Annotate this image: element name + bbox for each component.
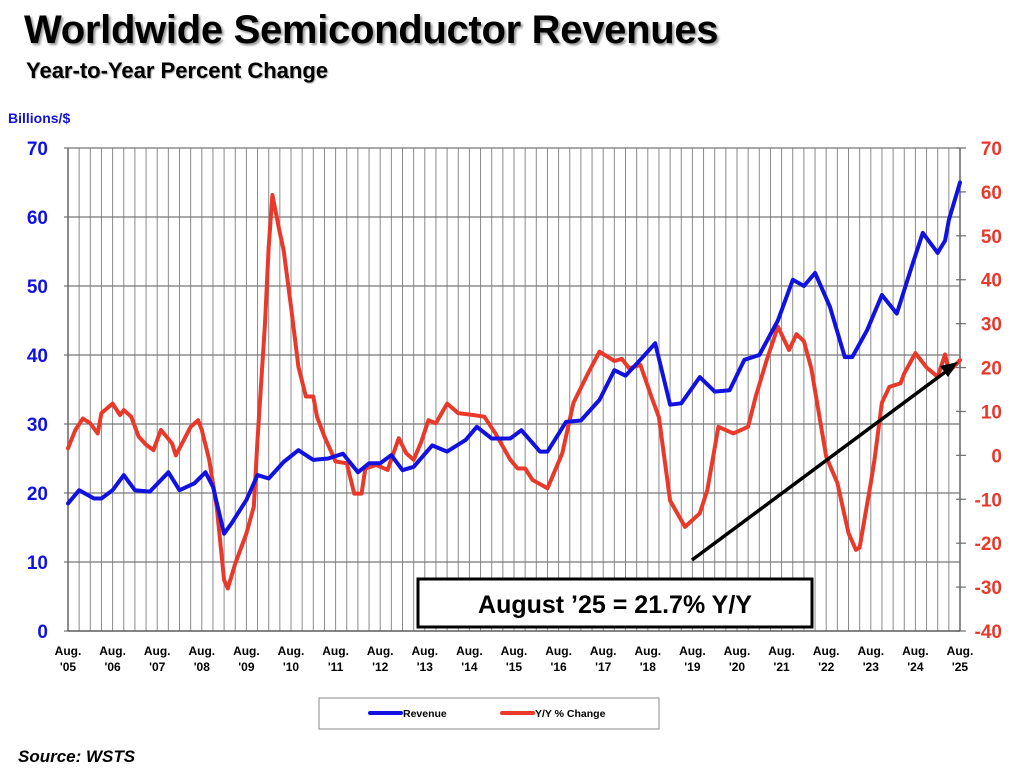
- left-axis-tick-label: 30: [27, 415, 48, 436]
- x-axis-tick-label-year: '23: [863, 660, 880, 674]
- x-axis-tick-label-month: Aug.: [902, 644, 929, 658]
- left-axis-tick-label: 10: [27, 553, 48, 574]
- x-axis-tick-label-year: '06: [104, 660, 121, 674]
- right-axis-tick-label: 0: [991, 446, 1002, 467]
- chart-title: Worldwide Semiconductor Revenues: [24, 8, 719, 52]
- x-axis-tick-label-year: '10: [283, 660, 300, 674]
- right-axis-tick-label: -40: [975, 622, 1002, 643]
- left-axis-tick-label: 60: [27, 208, 48, 229]
- x-axis-tick-label-year: '16: [550, 660, 567, 674]
- x-axis-tick-label-year: '14: [461, 660, 478, 674]
- x-axis-tick-label-month: Aug.: [278, 644, 305, 658]
- right-axis-tick-label: 70: [981, 139, 1002, 160]
- x-axis-tick-label-year: '19: [684, 660, 701, 674]
- legend: Revenue Y/Y % Change: [318, 697, 660, 730]
- left-axis-tick-label: 0: [37, 622, 48, 643]
- x-axis-tick-label-year: '18: [640, 660, 657, 674]
- x-axis-tick-label-month: Aug.: [411, 644, 438, 658]
- yoy-change-line: [66, 193, 962, 591]
- x-axis-tick-label-year: '24: [907, 660, 924, 674]
- right-axis-tick-label: -10: [975, 490, 1002, 511]
- x-axis-tick-label-year: '07: [149, 660, 166, 674]
- right-axis-tick-label: 40: [981, 271, 1002, 292]
- x-axis-tick-label-month: Aug.: [188, 644, 215, 658]
- x-axis-tick-label-month: Aug.: [367, 644, 394, 658]
- x-axis-tick-label-year: '08: [194, 660, 211, 674]
- x-axis-tick-label-month: Aug.: [55, 644, 82, 658]
- right-axis-tick-label: 20: [981, 359, 1002, 380]
- chart-subtitle: Year-to-Year Percent Change: [26, 58, 329, 83]
- left-axis-tick-label: 20: [27, 484, 48, 505]
- x-axis-tick-label-month: Aug.: [947, 644, 974, 658]
- x-axis-tick-label-month: Aug.: [590, 644, 617, 658]
- x-axis-tick-label-month: Aug.: [99, 644, 126, 658]
- right-axis-tick-label: -30: [975, 578, 1002, 599]
- right-axis-tick-label: 10: [981, 402, 1002, 423]
- x-axis-tick-label-month: Aug.: [233, 644, 260, 658]
- right-axis-tick-label: -20: [975, 534, 1002, 555]
- x-axis-tick-label-month: Aug.: [724, 644, 751, 658]
- x-axis-tick-label-month: Aug.: [813, 644, 840, 658]
- left-axis-tick-label: 50: [27, 277, 48, 298]
- right-axis-tick-label: 60: [981, 183, 1002, 204]
- x-axis-tick-label-month: Aug.: [144, 644, 171, 658]
- left-axis-tick-label: 70: [27, 139, 48, 160]
- axes: 0 10 20 30 40 50 60 70 -40 -30 -20 -10 0 10 20 30 40 50 60…: [27, 139, 1002, 674]
- left-axis-tick-label: 40: [27, 346, 48, 367]
- x-axis-tick-label-month: Aug.: [456, 644, 483, 658]
- grid: [64, 147, 961, 632]
- x-axis-tick-label-month: Aug.: [322, 644, 349, 658]
- annotation-text: August ’25 = 21.7% Y/Y: [478, 591, 752, 619]
- right-axis-tick-label: 30: [981, 315, 1002, 336]
- revenue-line: [66, 180, 962, 536]
- x-axis-tick-label-month: Aug.: [634, 644, 661, 658]
- x-axis-tick-label-month: Aug.: [501, 644, 528, 658]
- x-axis-tick-label-year: '13: [417, 660, 434, 674]
- trend-arrow-line: [690, 368, 950, 562]
- right-axis-tick-label: 50: [981, 227, 1002, 248]
- x-axis-tick-label-year: '22: [818, 660, 835, 674]
- x-axis-tick-label-month: Aug.: [545, 644, 572, 658]
- x-axis-tick-label-year: '12: [372, 660, 389, 674]
- trend-arrow-head: [940, 362, 958, 377]
- x-axis-tick-label-year: '25: [952, 660, 969, 674]
- series-lines: [66, 180, 962, 591]
- source-note: Source: WSTS: [18, 747, 136, 766]
- x-axis-tick-label-month: Aug.: [857, 644, 884, 658]
- x-axis-tick-label-year: '15: [506, 660, 523, 674]
- legend-revenue-label: Revenue: [403, 708, 447, 720]
- x-axis-tick-label-year: '09: [238, 660, 255, 674]
- annotation-box: [416, 577, 814, 629]
- x-axis-tick-label-year: '11: [328, 660, 344, 674]
- x-axis-tick-label-year: '05: [60, 660, 77, 674]
- legend-yoy-label: Y/Y % Change: [535, 708, 606, 720]
- x-axis-tick-label-year: '17: [595, 660, 612, 674]
- x-axis-tick-label-month: Aug.: [679, 644, 706, 658]
- x-axis-tick-label-month: Aug.: [768, 644, 795, 658]
- x-axis-tick-label-year: '20: [729, 660, 746, 674]
- y-axis-label: Billions/$: [8, 110, 70, 126]
- x-axis-tick-label-year: '21: [773, 660, 790, 674]
